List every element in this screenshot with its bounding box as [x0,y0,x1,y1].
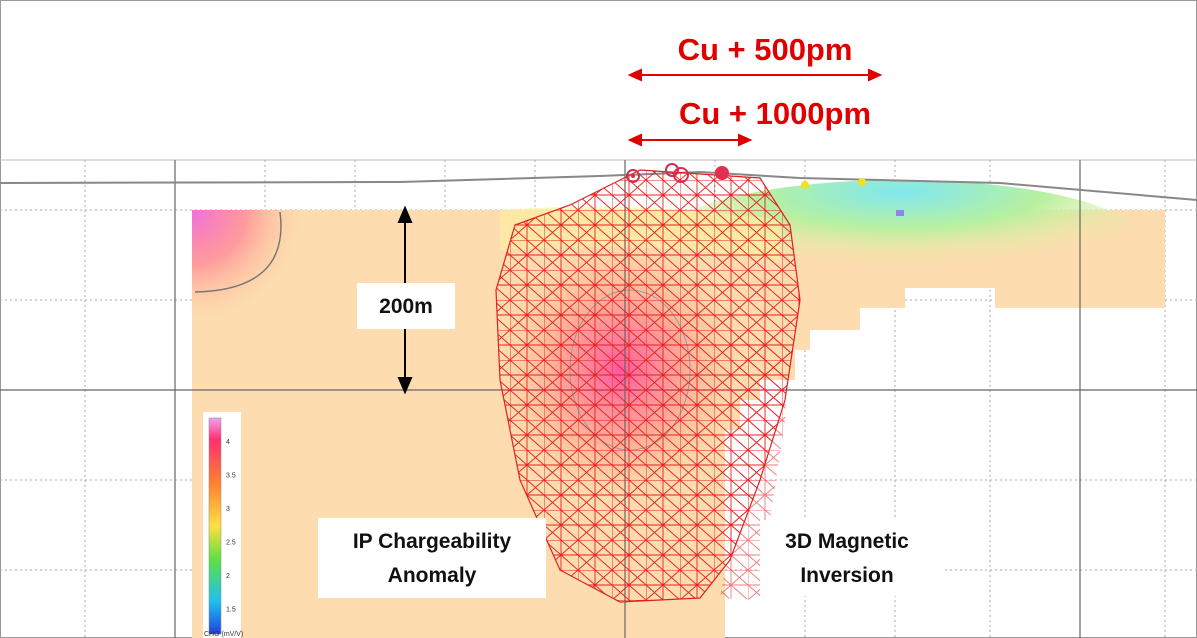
colorbar-tick-label: 3 [226,506,230,513]
mag-label: 3D Magnetic [785,530,909,553]
ip-label: Anomaly [388,564,477,587]
magnetic-wireframe [495,169,801,603]
cu-500-label: Cu + 500pm [678,32,853,67]
mag-label: Inversion [800,564,893,587]
depth-label: 200m [379,295,433,318]
colorbar-tick-label: 3.5 [226,473,236,480]
topography [0,170,1197,201]
mag-box [760,520,942,596]
ip-label: IP Chargeability [353,530,512,553]
depth-box [357,283,455,329]
arrows [627,68,883,147]
colorbar-tick-label: 1.5 [226,607,236,614]
colorbar: 4 3.5 3 2.5 2 1.5 CHG (mV/V) [203,412,243,638]
colorbar-title: CHG (mV/V) [204,631,243,638]
colorbar-tick-label: 2 [226,573,230,580]
drill-samples [626,163,866,189]
colorbar-tick-label: 4 [226,439,230,446]
ip-box [318,518,546,598]
colorbar-tick-label: 2.5 [226,540,236,547]
cu-1000-label: Cu + 1000pm [679,96,871,131]
